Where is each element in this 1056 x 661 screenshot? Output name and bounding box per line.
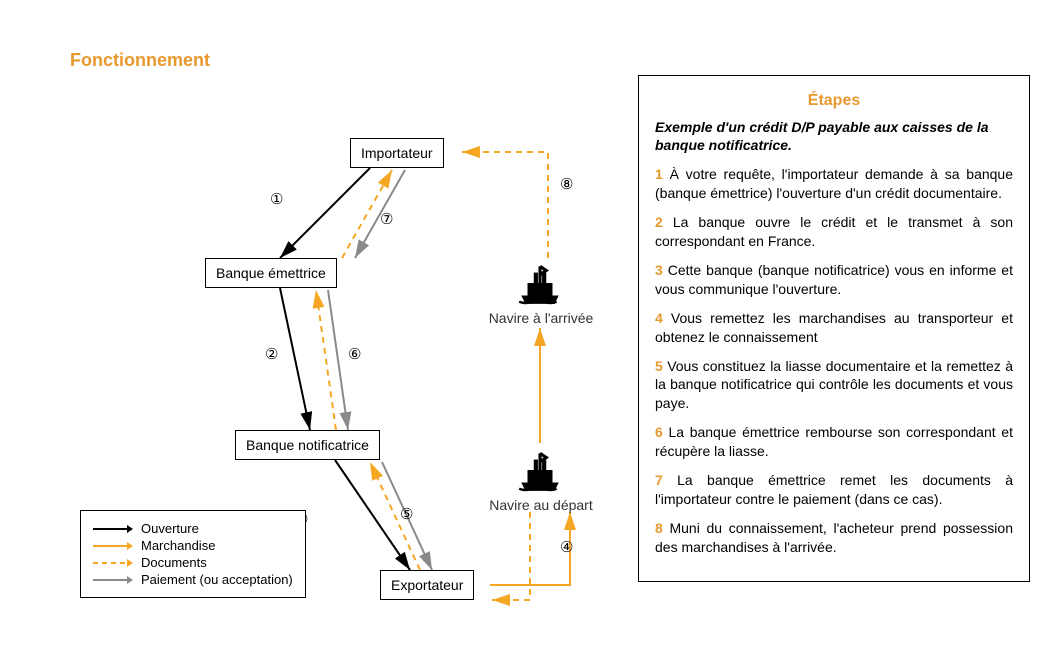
step-number: 6 [655, 424, 668, 440]
step-number: 4 [655, 310, 671, 326]
step-mark-8: ⑧ [560, 175, 573, 193]
flow-diagram: Importateur Banque émettrice Banque noti… [70, 80, 630, 640]
step-text: La banque ouvre le crédit et le transmet… [655, 214, 1013, 249]
step-number: 2 [655, 214, 673, 230]
box-banque-emettrice: Banque émettrice [205, 258, 337, 288]
step-mark-5: ⑤ [400, 505, 413, 523]
legend-row-ouverture: Ouverture [93, 521, 293, 536]
label-navire-depart: Navire au départ [486, 497, 596, 513]
step-number: 1 [655, 166, 670, 182]
arrow-8 [462, 152, 548, 258]
arrow-3 [335, 460, 410, 570]
legend-label: Documents [141, 555, 207, 570]
steps-list: 1 À votre requête, l'importateur demande… [655, 165, 1013, 556]
step-mark-4: ④ [560, 538, 573, 556]
step-item: 1 À votre requête, l'importateur demande… [655, 165, 1013, 203]
box-banque-notificatrice: Banque notificatrice [235, 430, 380, 460]
step-number: 3 [655, 262, 668, 278]
legend-arrow-icon [93, 522, 133, 536]
step-item: 2 La banque ouvre le crédit et le transm… [655, 213, 1013, 251]
legend-arrow-icon [93, 556, 133, 570]
legend-arrow-icon [93, 573, 133, 587]
step-text: Vous constituez la liasse documentaire e… [655, 358, 1013, 412]
step-text: Muni du connaissement, l'acheteur prend … [655, 520, 1013, 555]
step-number: 5 [655, 358, 667, 374]
arrow-2 [280, 288, 310, 430]
step-text: La banque émettrice rembourse son corres… [655, 424, 1013, 459]
legend-row-marchandise: Marchandise [93, 538, 293, 553]
arrow-6-docs [316, 290, 336, 430]
step-item: 3 Cette banque (banque notificatrice) vo… [655, 261, 1013, 299]
legend-label: Ouverture [141, 521, 199, 536]
step-mark-7: ⑦ [380, 210, 393, 228]
steps-intro: Exemple d'un crédit D/P payable aux cais… [655, 118, 1013, 156]
arrow-bl-return [492, 512, 530, 600]
step-text: Cette banque (banque notificatrice) vous… [655, 262, 1013, 297]
step-mark-1: ① [270, 190, 283, 208]
step-mark-2: ② [265, 345, 278, 363]
step-number: 8 [655, 520, 669, 536]
legend-row-documents: Documents [93, 555, 293, 570]
legend-label: Paiement (ou acceptation) [141, 572, 293, 587]
step-mark-6: ⑥ [348, 345, 361, 363]
steps-title: Étapes [655, 90, 1013, 112]
legend-label: Marchandise [141, 538, 215, 553]
legend: Ouverture Marchandise Documents Paiement… [80, 510, 306, 598]
label-navire-arrivee: Navire à l'arrivée [486, 310, 596, 326]
page-title: Fonctionnement [70, 50, 210, 71]
step-number: 7 [655, 472, 677, 488]
step-item: 8 Muni du connaissement, l'acheteur pren… [655, 519, 1013, 557]
step-text: La banque émettrice remet les documents … [655, 472, 1013, 507]
step-text: Vous remettez les marchandises au transp… [655, 310, 1013, 345]
ship-depart-icon [515, 445, 565, 500]
legend-arrow-icon [93, 539, 133, 553]
arrow-1 [280, 168, 370, 258]
legend-row-paiement: Paiement (ou acceptation) [93, 572, 293, 587]
step-text: À votre requête, l'importateur demande à… [655, 166, 1013, 201]
box-importateur: Importateur [350, 138, 444, 168]
box-exportateur: Exportateur [380, 570, 474, 600]
step-item: 5 Vous constituez la liasse documentaire… [655, 357, 1013, 414]
step-item: 4 Vous remettez les marchandises au tran… [655, 309, 1013, 347]
step-item: 7 La banque émettrice remet les document… [655, 471, 1013, 509]
steps-panel: Étapes Exemple d'un crédit D/P payable a… [638, 75, 1030, 582]
arrow-6-pay [328, 290, 348, 430]
ship-arrivee-icon [515, 258, 565, 313]
step-item: 6 La banque émettrice rembourse son corr… [655, 423, 1013, 461]
